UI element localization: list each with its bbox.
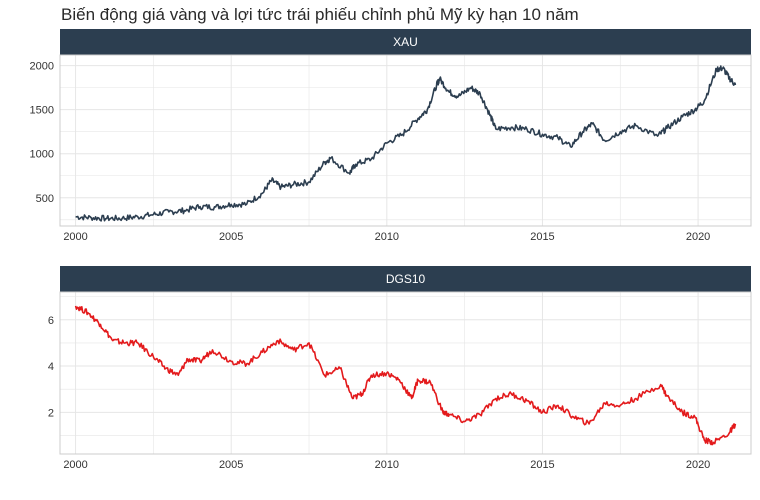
dgs10-y-tick-label: 6 [48,315,54,327]
xau-y-tick-label: 2000 [30,61,54,73]
xau-series-line [75,65,737,222]
dgs10-y-tick-label: 2 [48,407,54,419]
xau-plot-area [60,55,751,226]
xau-y-tick-label: 1500 [30,105,54,117]
xau-panel: XAU 2000 2005 2010 2015 2020 500 1000 15… [30,29,752,243]
dgs10-x-tick-label: 2010 [375,459,399,471]
xau-gridlines [60,55,751,226]
dgs10-x-axis: 2000 2005 2010 2015 2020 [63,459,710,471]
dgs10-x-tick-label: 2000 [63,459,87,471]
dgs10-strip [60,266,751,292]
xau-strip [60,29,751,55]
xau-y-tick-label: 500 [36,193,54,205]
dgs10-x-tick-label: 2005 [219,459,243,471]
dgs10-panel: DGS10 2000 2005 2010 2015 2020 2 4 6 [48,266,752,471]
xau-strip-label: XAU [393,35,418,49]
dgs10-y-axis: 2 4 6 [48,315,54,420]
dgs10-strip-label: DGS10 [386,272,426,286]
xau-x-tick-label: 2015 [530,231,554,243]
dgs10-y-tick-label: 4 [48,361,54,373]
dgs10-plot-area [60,292,751,454]
xau-x-axis: 2000 2005 2010 2015 2020 [63,231,710,243]
dgs10-gridlines [60,292,751,454]
xau-x-tick-label: 2005 [219,231,243,243]
dgs10-x-tick-label: 2015 [530,459,554,471]
dgs10-panel-border [59,291,752,455]
xau-panel-border [59,54,752,227]
xau-x-tick-label: 2010 [375,231,399,243]
xau-x-tick-label: 2000 [63,231,87,243]
dgs10-x-tick-label: 2020 [686,459,710,471]
xau-y-tick-label: 1000 [30,149,54,161]
dgs10-series-line [74,305,737,446]
xau-x-tick-label: 2020 [686,231,710,243]
xau-y-axis: 500 1000 1500 2000 [30,61,54,205]
chart-title: Biến động giá vàng và lợi tức trái phiếu… [61,5,579,24]
